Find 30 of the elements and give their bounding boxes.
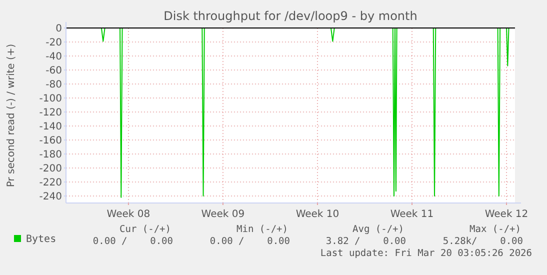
y-tick-label: -200 <box>39 164 62 174</box>
y-tick-label: -100 <box>39 94 62 104</box>
y-tick-label: -80 <box>46 80 62 90</box>
text: 3.82 / 0.00 <box>326 236 406 247</box>
y-tick-label: -140 <box>39 122 62 132</box>
y-tick-label: 0 <box>56 24 62 34</box>
x-tick-label: Week 12 <box>484 209 528 220</box>
x-tick-label: Week 09 <box>201 209 245 220</box>
x-tick-label: Week 11 <box>390 209 434 220</box>
text: Max (-/+) <box>470 224 521 235</box>
y-tick-label: -40 <box>46 52 62 62</box>
y-tick-label: -180 <box>39 150 62 160</box>
text: Min (-/+) <box>236 224 288 235</box>
text: Last update: Fri Mar 20 03:05:26 2026 <box>320 248 532 259</box>
chart-title: Disk throughput for /dev/loop9 - by month <box>164 9 418 23</box>
y-tick-label: -20 <box>46 38 62 48</box>
text: 0.00 / 0.00 <box>210 236 290 247</box>
y-tick-label: -220 <box>39 178 62 188</box>
y-axis-title: Pr second read (-) / write (+) <box>6 44 17 188</box>
text: 5.28k/ 0.00 <box>442 236 524 247</box>
y-tick-label: -160 <box>39 136 62 146</box>
y-tick-label: -60 <box>46 66 62 76</box>
text: Cur (-/+) <box>120 224 171 235</box>
y-tick-label: -120 <box>39 108 62 118</box>
text: 0.00 / 0.00 <box>92 236 174 247</box>
y-tick-label: -240 <box>39 192 62 202</box>
x-tick-label: Week 08 <box>106 209 150 220</box>
x-tick-label: Week 10 <box>296 209 340 220</box>
legend-label: Bytes <box>26 234 56 245</box>
text: Avg (-/+) <box>352 224 404 235</box>
